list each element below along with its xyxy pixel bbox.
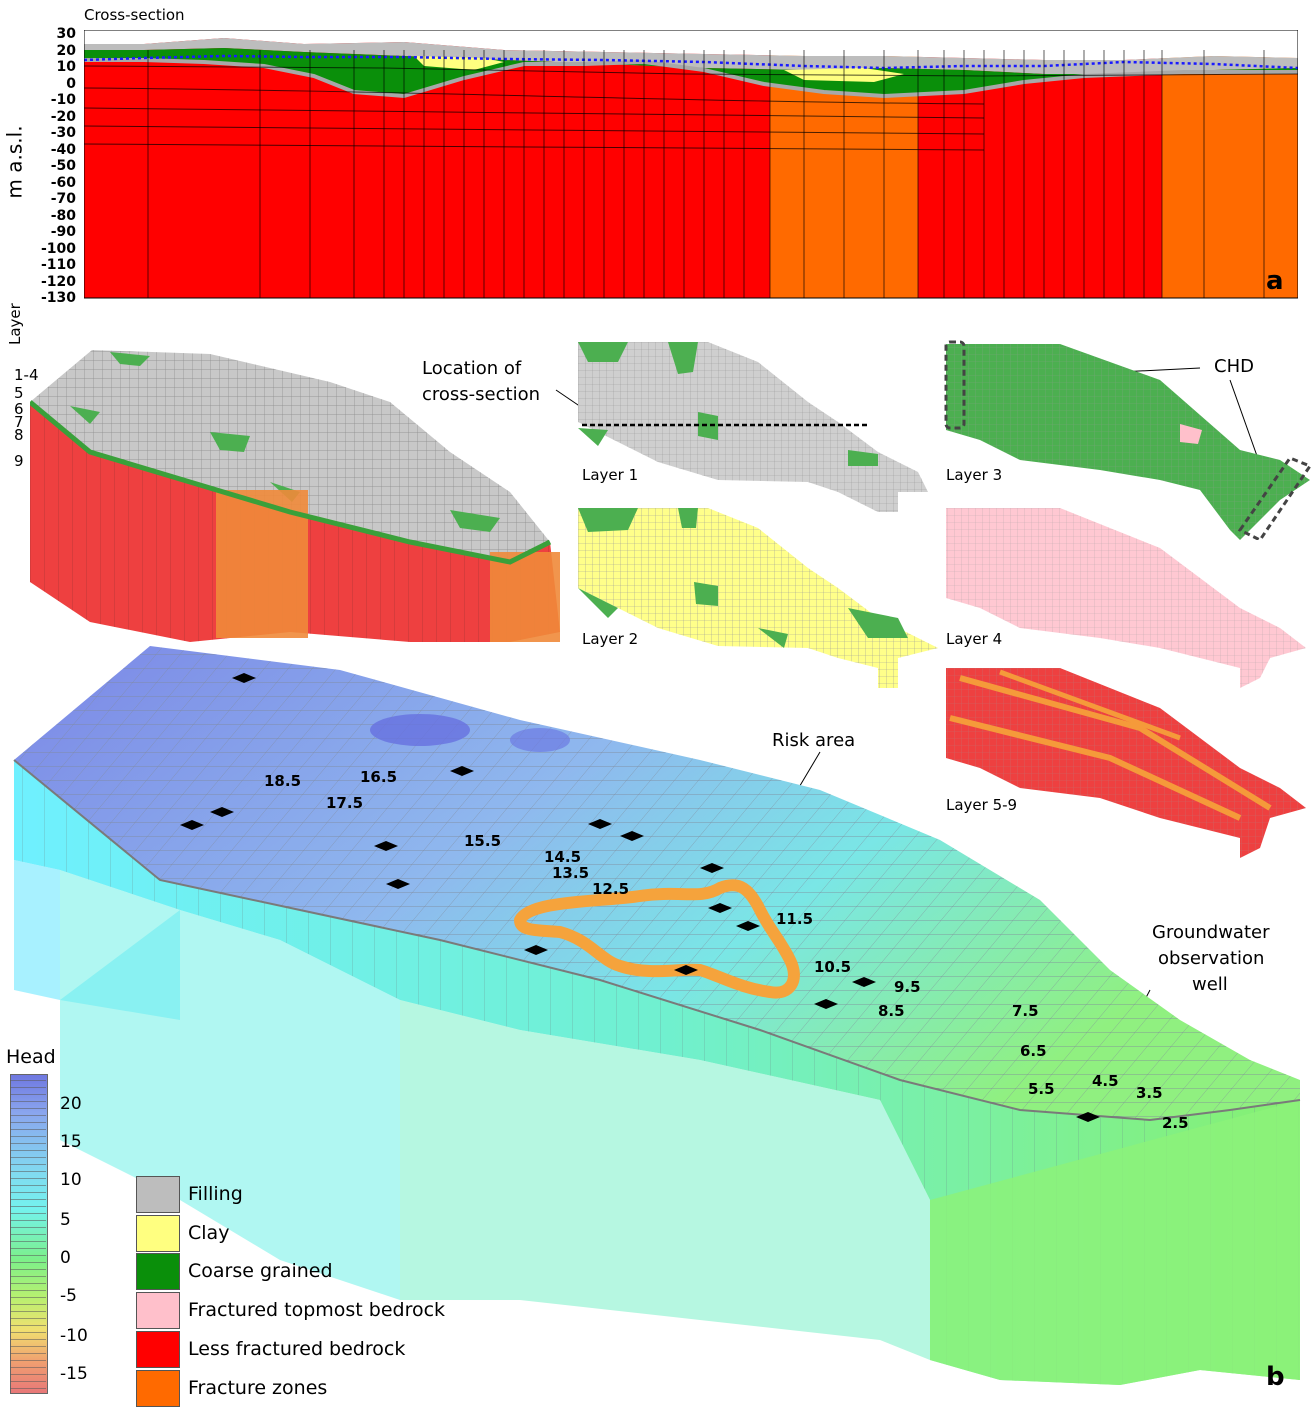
legend-item: Fractured topmost bedrock [136, 1292, 476, 1330]
head-tick: 20 [60, 1094, 82, 1114]
y-tick-label: 0 [66, 75, 76, 92]
coarse-grained-area [84, 48, 1298, 96]
legend-swatch [136, 1292, 180, 1330]
head-tick: 5 [60, 1210, 71, 1230]
filling-area [84, 38, 1298, 74]
well-label-line2: observation [1158, 948, 1265, 969]
legend-label: Fractured topmost bedrock [188, 1299, 446, 1322]
cross-section-plot [84, 30, 1298, 299]
legend-label: Filling [188, 1183, 243, 1205]
y-tick-label: -120 [40, 273, 76, 290]
risk-area-outline [514, 879, 800, 999]
head-tick: -10 [60, 1326, 88, 1346]
chd-boundary [944, 340, 966, 430]
geology-3d-block [30, 350, 560, 642]
head-tick: 0 [60, 1248, 71, 1268]
legend-swatch [136, 1330, 180, 1368]
contour-label: 4.5 [1092, 1072, 1119, 1090]
legend-item: Filling [136, 1176, 476, 1214]
y-tick-label: -90 [50, 224, 76, 240]
legend-item: Coarse grained [136, 1253, 476, 1291]
panel-b-letter: b [1266, 1362, 1285, 1392]
legend-swatch [136, 1369, 180, 1407]
head-3d-model [13, 646, 1301, 1385]
legend-item: Clay [136, 1214, 476, 1253]
contour-label: 13.5 [552, 864, 590, 882]
cross-section-title: Cross-section [84, 6, 185, 24]
layer-map-label: Layer 5-9 [946, 796, 1018, 814]
layer-5-9-map [946, 668, 1306, 858]
observation-wells [180, 673, 1100, 1122]
contour-label: 3.5 [1136, 1084, 1163, 1102]
y-tick-label: -40 [50, 141, 76, 158]
layer-map-label: Layer 2 [582, 630, 639, 648]
y-tick-label: -80 [50, 207, 76, 224]
legend-item: Less fractured bedrock [136, 1330, 476, 1369]
contour-label: 5.5 [1028, 1080, 1055, 1098]
head-tick: 15 [60, 1132, 82, 1152]
contour-label: 12.5 [592, 880, 630, 898]
y-tick-label: -10 [50, 92, 76, 108]
layer-label: 7 [14, 413, 24, 431]
layer-1-map [578, 342, 928, 512]
y-tick-label: -20 [50, 108, 76, 125]
chd-boundary [1237, 456, 1312, 540]
well-label-line3: well [1192, 974, 1228, 995]
contour-label: 18.5 [264, 772, 302, 790]
contour-label: 17.5 [326, 794, 364, 812]
legend-label: Fracture zones [188, 1376, 328, 1399]
legend-swatch [136, 1253, 180, 1291]
y-tick-label: 30 [56, 26, 76, 42]
layer-axis-title: Layer [6, 303, 24, 345]
y-tick-label: -70 [50, 191, 76, 207]
layer-4-map [946, 508, 1306, 688]
layer-label: 8 [14, 426, 24, 444]
layer-label: 5 [14, 384, 24, 402]
layer-label: 9 [14, 452, 24, 470]
contour-label: 10.5 [814, 958, 852, 976]
layer-map-label: Layer 4 [946, 630, 1003, 648]
head-tick: 10 [60, 1170, 82, 1190]
layer-map-label: Layer 3 [946, 466, 1003, 484]
head-tick: -15 [60, 1364, 88, 1384]
legend-label: Less fractured bedrock [188, 1337, 406, 1360]
location-label-line1: Location of [422, 358, 522, 379]
legend-swatch [136, 1176, 180, 1213]
panel-a-letter: a [1266, 266, 1284, 296]
contour-label: 6.5 [1020, 1042, 1047, 1060]
contour-label: 11.5 [776, 910, 814, 928]
layer-label: 6 [14, 400, 24, 418]
legend-item: Fracture zones [136, 1369, 476, 1408]
contour-label: 9.5 [894, 978, 921, 996]
legend-label: Clay [188, 1221, 230, 1244]
head-colorbar-contours [10, 1074, 46, 1392]
location-label-line2: cross-section [422, 384, 540, 405]
contour-label: 14.5 [544, 848, 582, 866]
y-tick-label: -60 [50, 174, 76, 191]
contour-label: 16.5 [360, 768, 398, 786]
layer-map-label: Layer 1 [582, 466, 639, 484]
contour-label: 15.5 [464, 832, 502, 850]
risk-area-label: Risk area [772, 730, 856, 751]
y-tick-label: -100 [40, 240, 76, 257]
y-axis-label: m a.s.l. [2, 125, 27, 199]
head-tick: -5 [60, 1286, 77, 1306]
contour-label: 8.5 [878, 1002, 905, 1020]
contour-label: 7.5 [1012, 1002, 1039, 1020]
y-tick-label: 10 [56, 59, 76, 75]
contour-label: 2.5 [1162, 1114, 1189, 1132]
layer-label: 1-4 [14, 366, 39, 384]
y-tick-label: -50 [50, 158, 76, 174]
y-tick-label: -30 [50, 125, 76, 141]
layer-3-map [944, 340, 1312, 540]
chd-label: CHD [1214, 356, 1254, 377]
y-tick-label: -130 [40, 290, 76, 306]
layer-2-map [578, 508, 938, 688]
legend-swatch [136, 1214, 180, 1252]
y-tick-label: 20 [56, 42, 76, 59]
y-tick-label: -110 [40, 257, 76, 273]
legend-label: Coarse grained [188, 1260, 333, 1283]
well-label-line1: Groundwater [1152, 922, 1270, 943]
head-colorbar-title: Head [6, 1046, 56, 1068]
